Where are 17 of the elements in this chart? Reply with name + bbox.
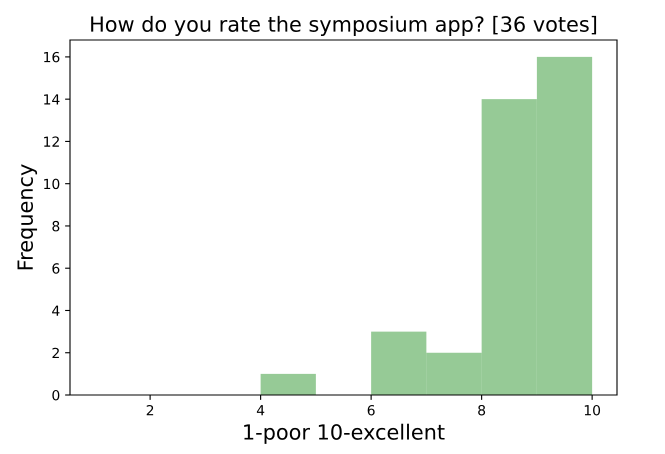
y-tick-label: 8 — [52, 220, 60, 232]
x-axis-title: 1-poor 10-excellent — [244, 424, 445, 444]
x-tick-label: 8 — [478, 404, 486, 416]
y-tick-label: 0 — [52, 390, 60, 400]
x-tick-label: 2 — [146, 404, 154, 416]
chart-title: How do you rate the symposium app? [36 votes] — [91, 16, 596, 36]
y-tick-label: 16 — [44, 52, 60, 62]
x-tick-label: 4 — [256, 405, 264, 416]
x-tick-label: 10 — [584, 404, 600, 416]
y-axis-title: Frequency — [18, 164, 38, 270]
x-tick-label: 6 — [368, 404, 375, 416]
y-tick-label: 2 — [52, 348, 59, 358]
y-tick-label: 4 — [52, 306, 60, 316]
y-tick-label: 12 — [44, 136, 59, 147]
y-tick-label: 10 — [44, 178, 60, 190]
y-tick-label: 14 — [44, 94, 60, 104]
y-tick-label: 6 — [52, 263, 60, 274]
